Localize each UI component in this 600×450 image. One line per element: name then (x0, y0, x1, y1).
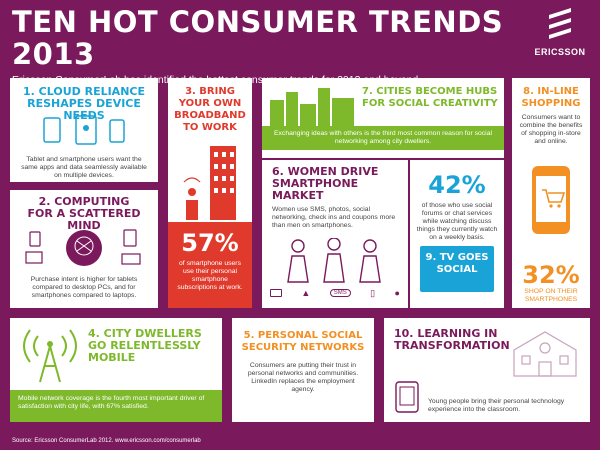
trend-3-text: of smartphone users use their personal s… (177, 260, 243, 291)
trend-3-stat: 57% (181, 229, 239, 257)
source-footer: Source: Ericsson ConsumerLab 2012. www.e… (12, 438, 201, 444)
trend-9-card: 42% of those who use social forums or ch… (410, 160, 504, 308)
page-title: TEN HOT CONSUMER TRENDS 2013 (12, 5, 504, 71)
shopping-phone-icon (532, 166, 570, 234)
trend-9-stat: 42% (428, 171, 486, 199)
trend-5-title: 5. PERSONAL SOCIAL SECURITY NETWORKS (241, 330, 365, 353)
women-figures-icon (287, 238, 381, 283)
thumbs-up-icon: ▲ (301, 288, 311, 298)
trend-7-text: Exchanging ideas with others is the thir… (274, 130, 492, 145)
office-building-icon (183, 146, 236, 220)
location-pin-icon: ● (394, 288, 400, 298)
trend-5-card: 5. PERSONAL SOCIAL SECURITY NETWORKS Con… (232, 318, 374, 422)
trend-4-title: 4. CITY DWELLERS GO RELENTLESSLY MOBILE (88, 327, 202, 364)
trend-7-card: 7. CITIES BECOME HUBS FOR SOCIAL CREATIV… (262, 78, 504, 158)
trend-6-card: 6. WOMEN DRIVE SMARTPHONE MARKET Women u… (262, 160, 408, 308)
trend-7-banner: Exchanging ideas with others is the thir… (262, 126, 504, 150)
logo-text: ERICSSON (534, 47, 586, 57)
ericsson-logo: ERICSSON (530, 4, 590, 60)
trend-1-card: 1. CLOUD RELIANCE RESHAPES DEVICE NEEDS … (10, 78, 158, 182)
trend-8-stat: 32% (522, 261, 580, 289)
trend-4-card: 4. CITY DWELLERS GO RELENTLESSLY MOBILE … (10, 318, 222, 422)
head-network-icon (25, 229, 141, 266)
school-building-icon (513, 331, 577, 377)
trend-10-title: 10. LEARNING IN TRANSFORMATION (394, 327, 510, 352)
trend-2-text: Purchase intent is higher for tablets co… (30, 276, 138, 299)
camera-icon (270, 289, 282, 297)
trend-1-text: Tablet and smartphone users want the sam… (21, 156, 147, 179)
cell-tower-icon (23, 329, 77, 383)
devices-icon (43, 115, 125, 145)
header: TEN HOT CONSUMER TRENDS 2013 Ericsson Co… (12, 6, 532, 86)
trend-6-icon-row: ▲ SMS ▯ ● (270, 286, 400, 300)
trend-8-title: 8. IN-LINE SHOPPING (521, 86, 581, 109)
chat-icon: ▯ (370, 287, 376, 298)
tablet-hand-icon (395, 381, 419, 413)
trend-8-text: Consumers want to combine the benefits o… (519, 114, 583, 145)
city-skyline-icon (270, 88, 354, 126)
trend-8-stat-text: SHOP ON THEIR SMARTPHONES (524, 288, 578, 303)
trend-3-stat-box: 57% of smartphone users use their person… (168, 222, 252, 308)
tv-icon: 9. TV GOES SOCIAL (420, 246, 494, 292)
trend-2-title: 2. COMPUTING FOR A SCATTERED MIND (27, 195, 141, 232)
trend-5-text: Consumers are putting their trust in per… (247, 362, 359, 393)
trend-4-text: Mobile network coverage is the fourth mo… (18, 395, 205, 410)
trend-10-text: Young people bring their personal techno… (428, 398, 565, 413)
ericsson-logo-icon (549, 8, 571, 39)
trend-7-title: 7. CITIES BECOME HUBS FOR SOCIAL CREATIV… (362, 86, 498, 109)
trend-3-card: 3. BRING YOUR OWN BROADBAND TO WORK 57% … (168, 78, 252, 308)
sms-badge: SMS (329, 289, 351, 297)
trend-10-card: 10. LEARNING IN TRANSFORMATION Young peo… (384, 318, 590, 422)
trend-6-text: Women use SMS, photos, social networking… (272, 206, 396, 229)
trend-3-title: 3. BRING YOUR OWN BROADBAND TO WORK (174, 86, 246, 133)
trend-8-card: 8. IN-LINE SHOPPING Consumers want to co… (512, 78, 590, 308)
trend-9-title: 9. TV GOES SOCIAL (425, 252, 489, 275)
trend-9-text: of those who use social forums or chat s… (416, 202, 498, 241)
trend-4-banner: Mobile network coverage is the fourth mo… (10, 390, 222, 422)
trend-2-card: 2. COMPUTING FOR A SCATTERED MIND Purcha… (10, 190, 158, 308)
trend-6-title: 6. WOMEN DRIVE SMARTPHONE MARKET (272, 165, 379, 202)
